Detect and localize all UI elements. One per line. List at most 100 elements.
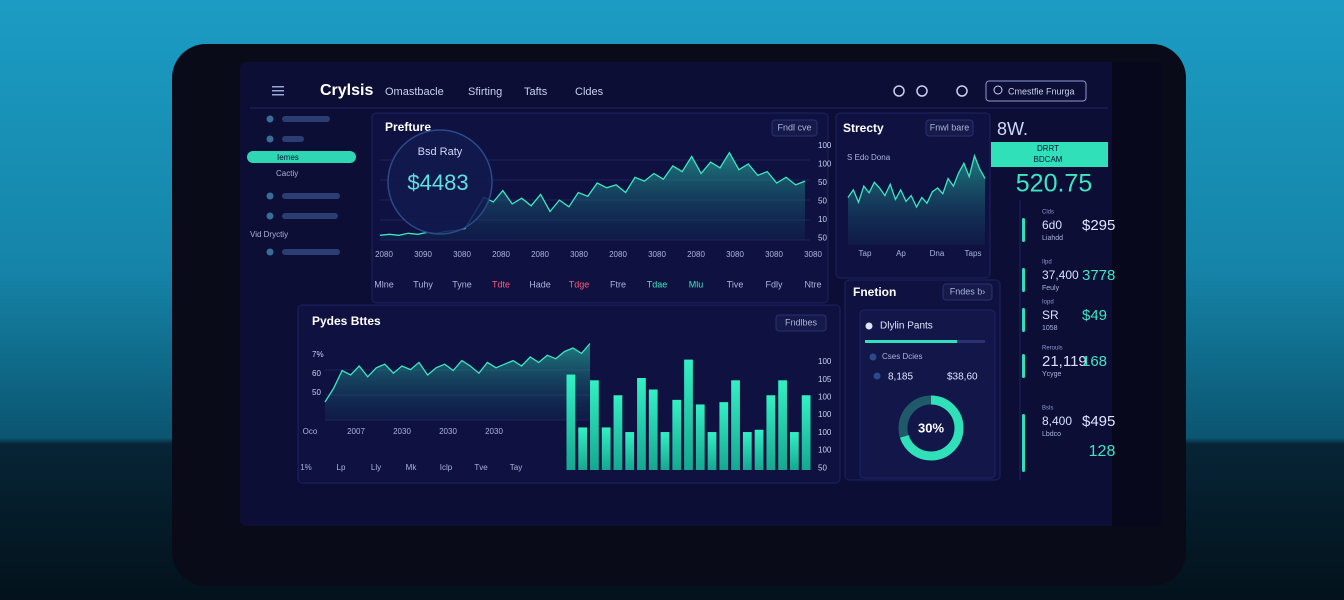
x-sublabel: Tdae: [647, 279, 668, 289]
button-label: Fnwl bare: [930, 122, 970, 132]
nav-placeholder[interactable]: [282, 136, 304, 142]
nav-icon: [266, 115, 274, 123]
bar: [566, 374, 576, 470]
bar: [684, 359, 693, 470]
hamburger[interactable]: [272, 86, 284, 88]
x-sublabel: Tyne: [452, 279, 472, 289]
line: [847, 153, 986, 209]
bar: [742, 432, 752, 470]
banner: [991, 142, 1108, 167]
entry-sub: Feuly: [1042, 285, 1060, 292]
button[interactable]: [771, 119, 818, 137]
button-label: Fndl cve: [777, 122, 811, 132]
badge: [387, 129, 493, 235]
nav-placeholder[interactable]: [282, 213, 338, 219]
x-sublabel: Tay: [510, 463, 522, 472]
nav-icon: [266, 248, 274, 256]
entry-value: $295: [1082, 217, 1115, 234]
x-sublabel: Tuhy: [413, 279, 433, 289]
brand: Crylsis: [320, 82, 373, 99]
summary-title: 8W.: [997, 119, 1028, 139]
banner-text: BDCAM: [1034, 155, 1063, 164]
legend-dot: [869, 353, 877, 361]
x-tick-label: 2080: [531, 250, 549, 259]
entry-caption: Rerouls: [1042, 346, 1063, 352]
y-tick-label: 7%: [312, 350, 324, 359]
donut-arc: [898, 395, 964, 461]
entry-sub: Ycyge: [1042, 371, 1062, 378]
badge-label: Bsd Raty: [418, 146, 463, 158]
x-sublabel: Lp: [337, 463, 346, 472]
search-icon: [993, 85, 1003, 95]
hamburger[interactable]: [272, 90, 284, 92]
nav-item[interactable]: Sfirting: [468, 86, 502, 98]
icon[interactable]: [893, 85, 905, 97]
entry-value: 128: [1089, 443, 1116, 460]
y-tick-label: 10: [818, 215, 827, 224]
entry-caption: Ilpd: [1042, 260, 1052, 266]
entry-value: 3778: [1082, 267, 1115, 284]
icon[interactable]: [916, 85, 928, 97]
y-tick-label: 100: [818, 446, 832, 455]
x-sublabel: Mlne: [374, 279, 394, 289]
panel-title: Fnetion: [853, 285, 896, 299]
nav-item[interactable]: Tafts: [524, 86, 548, 98]
bar: [778, 380, 787, 470]
entry-value: 168: [1082, 353, 1107, 370]
button[interactable]: [925, 119, 974, 137]
x-sublabel: Lly: [371, 463, 381, 472]
x-tick-label: Ap: [896, 249, 906, 258]
entry-bar: [1022, 218, 1025, 242]
bar: [707, 432, 717, 470]
x-tick-label: Oco: [303, 427, 318, 436]
x-sublabel: Tive: [727, 279, 744, 289]
search-box[interactable]: [985, 80, 1087, 102]
badge-value: $4483: [407, 170, 468, 195]
bar: [789, 432, 799, 470]
nav-item[interactable]: Omastbacle: [385, 86, 444, 98]
x-tick-label: 3090: [414, 250, 432, 259]
x-tick-label: 2080: [609, 250, 627, 259]
area: [380, 152, 805, 240]
entry-value: $49: [1082, 307, 1107, 324]
bar: [672, 399, 682, 470]
bar: [695, 404, 705, 470]
entry-sub: Liahdd: [1042, 235, 1063, 242]
nav-placeholder[interactable]: [282, 116, 330, 122]
nav-item[interactable]: Cldes: [575, 86, 604, 98]
y-tick-label: 100: [818, 357, 832, 366]
bar: [578, 427, 588, 470]
x-tick-label: Tap: [859, 249, 872, 258]
summary-total: 520.75: [1016, 170, 1092, 198]
nav-active[interactable]: [247, 151, 356, 163]
x-sublabel: Tdte: [492, 279, 510, 289]
donut-label: 30%: [918, 420, 944, 435]
search-text: Cmestfie Fnurga: [1008, 86, 1075, 96]
y-tick-label: 100: [818, 141, 832, 150]
x-tick-label: 3080: [570, 250, 588, 259]
nav-placeholder[interactable]: [282, 249, 340, 255]
entry-main: 6d0: [1042, 218, 1062, 232]
entry-caption: Clds: [1042, 210, 1054, 216]
y-tick-label: 50: [312, 388, 321, 397]
y-tick-label: 100: [818, 393, 832, 402]
icon[interactable]: [956, 85, 968, 97]
x-sublabel: 1%: [300, 463, 312, 472]
line: [324, 343, 591, 403]
y-tick-label: 50: [818, 197, 827, 206]
nav-placeholder[interactable]: [282, 193, 340, 199]
entry-caption: Bsls: [1042, 406, 1053, 412]
entry-bar: [1022, 308, 1025, 332]
hamburger[interactable]: [272, 94, 284, 96]
area: [325, 343, 590, 420]
button[interactable]: [775, 314, 827, 332]
nav-item: Cactiy: [276, 169, 298, 178]
entry-sub: Lbdco: [1042, 431, 1061, 438]
x-tick-label: 2080: [375, 250, 393, 259]
legend: S Edo Dona: [847, 153, 891, 162]
button-label: Fndes b›: [950, 286, 986, 296]
x-sublabel: Iclp: [440, 463, 453, 472]
button[interactable]: [942, 283, 993, 301]
bar: [719, 402, 729, 470]
